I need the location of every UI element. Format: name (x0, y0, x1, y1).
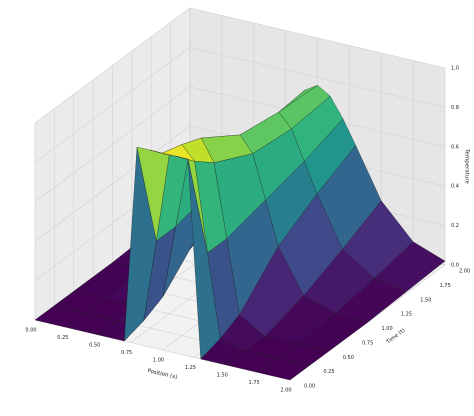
surface-patch (257, 357, 310, 381)
z-axis-label: Temperature (464, 148, 470, 184)
grid-line (34, 125, 191, 242)
x-tick-label: 0.75 (121, 350, 132, 356)
x-tick-label: 0.00 (25, 328, 36, 334)
z-tick-label: 0.0 (451, 263, 459, 269)
x-tick-label: 0.25 (57, 335, 68, 341)
z-tick-label: 0.2 (451, 223, 459, 229)
grid-line (34, 7, 191, 124)
y-tick-label: 0.25 (323, 369, 334, 375)
z-tick-label: 1.0 (451, 66, 459, 72)
x-tick-label: 1.50 (217, 373, 228, 379)
grid-line (189, 47, 446, 108)
z-tick-label: 0.8 (451, 105, 459, 111)
x-tick-label: 1.25 (185, 365, 196, 371)
x-tick-label: 2.00 (280, 388, 291, 394)
y-tick-label: 0.75 (362, 340, 373, 346)
z-tick-label: 0.6 (451, 144, 459, 150)
grid-line (34, 86, 191, 203)
y-tick-label: 0.00 (304, 384, 315, 390)
y-tick-label: 1.25 (401, 312, 412, 318)
x-tick-label: 0.50 (89, 343, 100, 349)
y-tick-label: 1.50 (420, 297, 431, 303)
y-tick-label: 1.00 (382, 326, 393, 332)
x-tick-label: 1.75 (249, 380, 260, 386)
x-axis-label: Position (x) (147, 368, 178, 381)
grid-line (34, 47, 191, 163)
z-tick-label: 0.4 (451, 184, 459, 190)
x-tick-label: 1.00 (153, 358, 164, 364)
grid-line (189, 7, 446, 69)
y-tick-label: 0.50 (343, 355, 354, 361)
y-tick-label: 2.00 (459, 269, 470, 275)
y-tick-label: 1.75 (440, 283, 451, 289)
